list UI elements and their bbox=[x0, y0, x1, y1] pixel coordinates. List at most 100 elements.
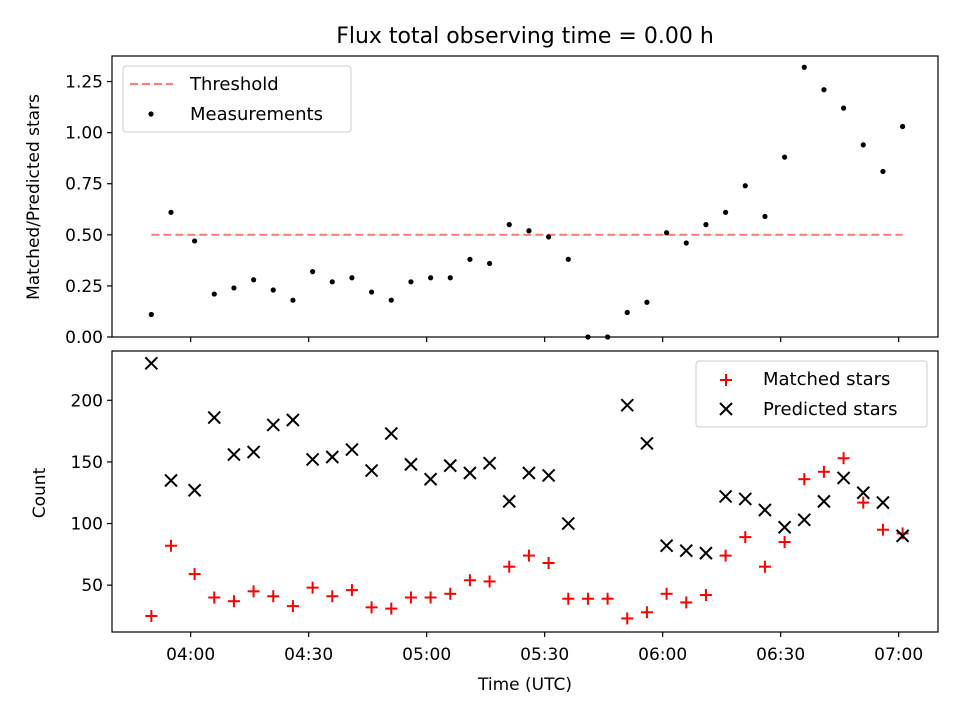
matched-star-point bbox=[326, 590, 339, 603]
legend-matched-swatch bbox=[720, 374, 732, 386]
bottom-y-ticks: 50 100 150 200 bbox=[71, 391, 112, 596]
measurement-point bbox=[860, 142, 866, 148]
measurement-point bbox=[487, 260, 493, 267]
measurement-point bbox=[565, 256, 571, 262]
measurement-point bbox=[270, 287, 276, 293]
matched-star-point bbox=[778, 536, 791, 549]
top-panel: 0.00 0.25 0.50 0.75 1.00 1.25 Matched/Predict… bbox=[24, 55, 939, 348]
predicted-star-point bbox=[679, 543, 693, 558]
bottom-legend-box bbox=[695, 360, 928, 428]
measurement-point bbox=[349, 275, 355, 281]
legend-predicted-swatch bbox=[719, 402, 733, 416]
predicted-star-point bbox=[325, 450, 339, 464]
matched-star-point bbox=[542, 556, 555, 569]
matched-star-point bbox=[483, 575, 496, 588]
measurement-point bbox=[310, 269, 316, 275]
measurement-point bbox=[782, 154, 788, 160]
measurement-point bbox=[821, 87, 827, 93]
measurement-point bbox=[762, 213, 768, 220]
top-y-ticks: 0.00 0.25 0.50 0.75 1.00 1.25 bbox=[65, 73, 112, 348]
predicted-star-point bbox=[187, 483, 202, 497]
measurement-point bbox=[723, 209, 729, 215]
predicted-star-point bbox=[144, 356, 159, 371]
top-legend: Threshold Measurements bbox=[122, 65, 352, 133]
matched-star-point bbox=[640, 606, 653, 619]
top-y-tick-label: 0.00 bbox=[65, 328, 103, 348]
predicted-star-point bbox=[758, 503, 772, 517]
bottom-x-ticks: 04:00 04:30 05:00 05:30 06:00 06:30 07:00 bbox=[166, 632, 923, 665]
matched-star-point bbox=[719, 549, 732, 562]
matched-star-point bbox=[817, 465, 830, 478]
predicted-star-point bbox=[817, 494, 831, 509]
predicted-star-point bbox=[561, 516, 575, 531]
legend-measurements-label: Measurements bbox=[190, 104, 323, 125]
measurement-point bbox=[231, 285, 237, 291]
measurement-point bbox=[251, 277, 257, 283]
predicted-star-point bbox=[482, 456, 497, 470]
matched-star-point bbox=[286, 600, 299, 613]
bottom-y-tick-label: 150 bbox=[71, 453, 103, 473]
measurement-point bbox=[624, 309, 630, 316]
predicted-star-point bbox=[463, 466, 477, 480]
measurement-point bbox=[290, 297, 296, 303]
measurement-point bbox=[369, 289, 375, 295]
measurement-point bbox=[506, 222, 512, 228]
matched-star-point bbox=[798, 473, 811, 486]
predicted-star-point bbox=[423, 472, 438, 486]
measurement-point bbox=[447, 275, 453, 281]
measurement-point bbox=[841, 105, 847, 111]
x-tick-label: 05:00 bbox=[402, 645, 451, 665]
matched-star-point bbox=[522, 549, 535, 562]
matched-star-point bbox=[145, 609, 158, 622]
predicted-star-point bbox=[718, 489, 733, 504]
top-y-axis-label: Matched/Predicted stars bbox=[24, 94, 44, 300]
measurement-point bbox=[664, 230, 670, 236]
measurement-point bbox=[388, 297, 394, 303]
bottom-y-tick-label: 100 bbox=[71, 515, 103, 535]
predicted-star-point bbox=[876, 495, 890, 510]
matched-star-point bbox=[165, 539, 177, 552]
measurement-point bbox=[148, 311, 154, 318]
x-tick-label: 07:00 bbox=[874, 645, 923, 665]
bottom-plot-marks bbox=[144, 356, 910, 625]
matched-star-point bbox=[837, 452, 850, 465]
predicted-star-point bbox=[836, 471, 851, 485]
measurement-point bbox=[546, 234, 552, 240]
matched-star-point bbox=[404, 591, 417, 604]
matched-star-point bbox=[680, 596, 693, 609]
matched-star-point bbox=[424, 591, 437, 604]
matched-star-point bbox=[581, 592, 594, 605]
matched-star-point bbox=[896, 527, 909, 540]
x-tick-label: 04:00 bbox=[166, 645, 215, 665]
predicted-star-point bbox=[738, 492, 752, 506]
bottom-panel: 50 100 150 200 04:00 04:30 05:00 05:30 06:00 06:… bbox=[30, 350, 939, 695]
bottom-y-tick-label: 50 bbox=[81, 576, 103, 596]
x-axis-label: Time (UTC) bbox=[477, 675, 572, 695]
top-y-tick-label: 0.50 bbox=[65, 226, 103, 246]
matched-star-point bbox=[876, 523, 889, 536]
x-tick-label: 06:30 bbox=[756, 645, 805, 665]
top-x-ticks bbox=[190, 337, 900, 342]
predicted-star-point bbox=[227, 447, 241, 462]
matched-star-point bbox=[621, 612, 634, 625]
matched-star-point bbox=[503, 560, 516, 573]
measurement-point bbox=[742, 183, 748, 189]
predicted-star-point bbox=[856, 486, 870, 500]
legend-threshold-label: Threshold bbox=[189, 74, 279, 95]
matched-star-point bbox=[739, 531, 752, 544]
measurement-point bbox=[880, 168, 886, 175]
top-y-tick-label: 1.00 bbox=[65, 124, 103, 144]
predicted-star-point bbox=[364, 463, 379, 478]
measurement-point bbox=[900, 123, 906, 130]
x-tick-label: 04:30 bbox=[284, 645, 333, 665]
measurement-point bbox=[801, 64, 807, 70]
measurement-point bbox=[168, 209, 174, 215]
matched-star-point bbox=[857, 496, 870, 509]
predicted-star-point bbox=[345, 442, 359, 457]
matched-star-point bbox=[444, 587, 457, 600]
matched-star-point bbox=[385, 602, 398, 615]
matched-star-point bbox=[562, 592, 575, 605]
top-axes-frame bbox=[111, 55, 939, 338]
matched-star-point bbox=[227, 595, 240, 608]
